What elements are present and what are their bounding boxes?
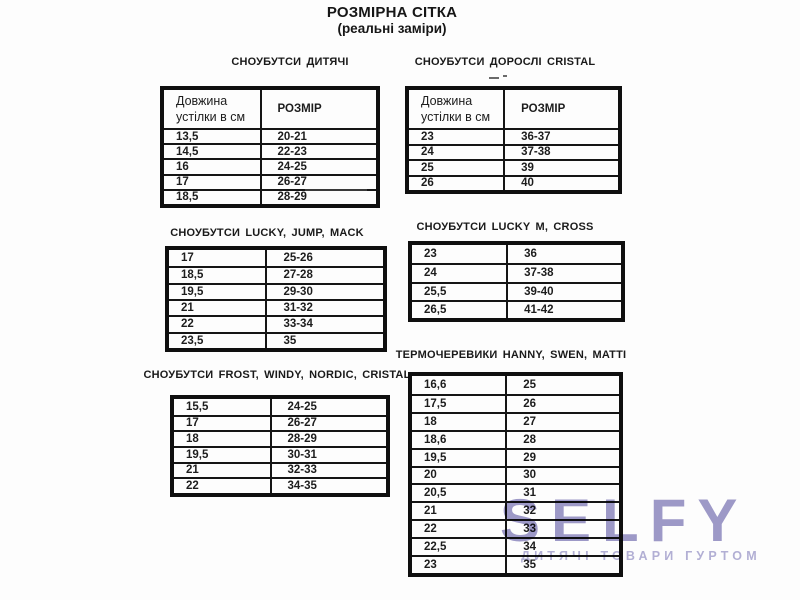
table-caption-thermo-boots: ТЕРМОЧЕРЕВИКИ HANNY, SWEN, MATTI	[395, 349, 627, 361]
table-cell: 33-34	[267, 315, 383, 331]
table-cell: 26-27	[271, 414, 386, 431]
table-cell: 23	[412, 555, 508, 573]
col-header-size: РОЗМІР	[277, 103, 322, 115]
table-cell: 35	[507, 555, 619, 573]
table-cell: 35	[267, 331, 383, 348]
table-cell: 33	[507, 519, 619, 537]
table-cell: 18,5	[164, 188, 262, 204]
table-cell: 22	[174, 477, 272, 493]
table-cell: 29-30	[267, 282, 383, 299]
table-cell: 26,5	[412, 299, 509, 318]
table-cell: 27	[507, 411, 619, 430]
table-cell: 25-26	[283, 252, 313, 265]
table-cell: 25	[409, 159, 506, 175]
table-cell: 20-21	[261, 128, 376, 143]
col-header-size: РОЗМІР	[521, 103, 566, 115]
table-cell: 18,5	[169, 266, 268, 283]
size-table-lucky-m-cross: 23 36 24 37-38 25,5 39-40 26,5 41-42	[408, 241, 625, 322]
col-header-insole-length: Довжина устілки в см	[164, 90, 262, 128]
table-cell: 26	[409, 174, 506, 190]
table-cell: 23	[412, 245, 509, 264]
table-cell: 29	[507, 447, 619, 466]
table-cell: 32-33	[271, 461, 386, 478]
table-cell: 28	[507, 429, 619, 448]
table-cell: 20,5	[412, 483, 508, 502]
table-cell: 22	[412, 519, 508, 538]
size-table-lucky-jump-mack: 17 25-26 18,5 27-28 19,5 29-30 21 31-32 22 33-34 2…	[165, 246, 387, 352]
table-cell: 24	[409, 143, 506, 159]
table-cell: 40	[505, 174, 618, 191]
table-cell: 21	[412, 501, 508, 520]
table-cell: 36	[524, 248, 537, 261]
table-cell: 17	[174, 414, 272, 431]
table-cell: 24-25	[261, 158, 376, 173]
table-cell: 31	[507, 483, 619, 501]
table-cell: 23,5	[169, 331, 268, 348]
table-caption-lucky-jump-mack: СНОУБУТСИ LUCKY, JUMP, MACK	[170, 227, 364, 239]
size-table-frost-windy-nordic-cristal: 15,5 24-25 17 26-27 18 28-29 19,5 30-31 21 32-33 2…	[170, 395, 390, 497]
scan-artifact-dot	[503, 75, 507, 77]
table-cell: 26	[507, 393, 619, 412]
size-table-thermo-boots: 16,6 25 17,5 26 18 27 18,6 28 19,5 29 20 30 20,5 31 21…	[408, 372, 623, 577]
table-cell: 24-25	[287, 400, 317, 413]
table-caption-lucky-m-cross: СНОУБУТСИ LUCKY M, CROSS	[416, 221, 594, 233]
selfy-logo: SELFY	[500, 487, 749, 554]
table-cell: 17	[164, 173, 262, 189]
table-cell: 21	[169, 299, 268, 316]
table-cell: 16	[164, 158, 262, 174]
page-subtitle: (реальні заміри)	[337, 21, 447, 36]
table-cell: 22-23	[261, 143, 376, 158]
table-cell: 18	[412, 411, 508, 430]
watermark-tagline: ДИТЯЧІ ТОВАРИ ГУРТОМ	[521, 549, 761, 563]
table-cell: 34-35	[271, 477, 386, 493]
table-cell: 37-38	[508, 263, 621, 281]
table-cell: 34	[507, 537, 619, 555]
table-cell: 14,5	[164, 143, 262, 159]
table-cell: 30	[507, 465, 619, 484]
scan-artifact-line	[305, 189, 367, 191]
table-cell: 26-27	[261, 173, 376, 189]
table-cell: 28-29	[271, 430, 386, 446]
table-cell: 27-28	[267, 266, 383, 282]
table-cell: 16,6	[412, 376, 508, 394]
table-cell: 31-32	[267, 299, 383, 315]
scan-artifact-dash	[489, 77, 499, 79]
table-cell: 23	[409, 128, 506, 144]
col-header-insole-length: Довжина устілки в см	[409, 90, 506, 128]
table-caption-kids: СНОУБУТСИ ДИТЯЧІ	[231, 56, 349, 68]
table-cell: 41-42	[508, 299, 621, 318]
table-cell: 19,5	[174, 446, 272, 462]
table-caption-adult-cristal: СНОУБУТСИ ДОРОСЛІ CRISTAL	[414, 56, 596, 68]
size-table-adult-cristal: Довжина устілки в см РОЗМІР 23 36-37 24 37-…	[405, 86, 622, 194]
table-cell: 39	[505, 159, 618, 175]
table-cell: 36-37	[505, 128, 618, 144]
table-cell: 39-40	[508, 281, 621, 300]
table-cell: 17	[169, 250, 268, 267]
table-cell: 25	[523, 378, 537, 391]
table-cell: 28-29	[261, 188, 376, 204]
table-cell: 21	[174, 461, 272, 478]
table-caption-frost-windy-nordic-cristal: СНОУБУТСИ FROST, WINDY, NORDIC, CRISTAL	[143, 369, 411, 381]
table-cell: 19,5	[412, 447, 508, 466]
table-cell: 24	[412, 263, 509, 282]
table-cell: 30-31	[271, 446, 386, 462]
table-cell: 19,5	[169, 282, 268, 299]
table-cell: 22,5	[412, 537, 508, 556]
table-cell: 18	[174, 430, 272, 446]
table-cell: 18,6	[412, 429, 508, 448]
size-table-kids: Довжина устілки в см РОЗМІР 13,5 20-21 14,…	[160, 86, 380, 208]
table-cell: 25,5	[412, 281, 509, 300]
page-title: РОЗМІРНА СІТКА	[326, 4, 458, 21]
table-cell: 15,5	[174, 399, 272, 415]
table-cell: 13,5	[164, 128, 262, 144]
table-cell: 17,5	[412, 393, 508, 412]
table-cell: 22	[169, 315, 268, 332]
table-cell: 20	[412, 465, 508, 484]
table-cell: 32	[507, 501, 619, 519]
table-cell: 37-38	[505, 143, 618, 160]
